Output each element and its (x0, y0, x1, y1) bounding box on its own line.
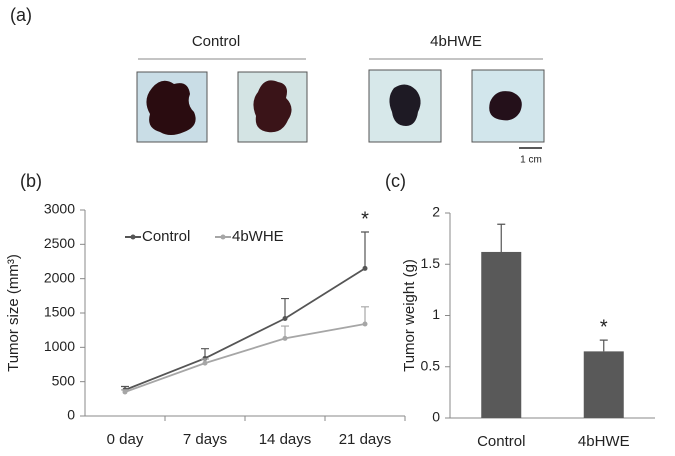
y-axis-label: Tumor size (mm³) (5, 254, 22, 372)
error-bar (201, 358, 209, 364)
legend-marker (130, 234, 136, 240)
x-tick-label: 14 days (259, 431, 312, 448)
line (124, 323, 366, 393)
y-tick-label: 0.5 (421, 357, 441, 373)
y-tick-label: 1.5 (421, 255, 441, 271)
error-bar (121, 389, 129, 392)
error-bar (281, 325, 289, 339)
x-tick-label: 0 day (107, 431, 144, 448)
error-bar (201, 348, 209, 359)
error-bar (281, 297, 289, 319)
x-tick-label: Control (477, 433, 525, 450)
tumor (489, 91, 522, 121)
y-tick-label: 2000 (44, 269, 75, 285)
error-bar (599, 339, 608, 352)
error-bar (361, 306, 369, 324)
y-tick-label: 1500 (44, 304, 75, 320)
y-tick-label: 0 (67, 407, 75, 423)
tumor (389, 84, 421, 126)
legend-marker (220, 234, 226, 240)
group-label: 4bHWE (430, 33, 482, 50)
y-tick-label: 0 (432, 409, 440, 425)
x-tick-label: 21 days (339, 431, 392, 448)
legend-label: 4bWHE (232, 228, 284, 245)
tumor (146, 80, 196, 135)
y-tick-label: 1000 (44, 338, 75, 354)
y-tick-label: 1 (432, 306, 440, 322)
bar (481, 251, 522, 418)
panel-label: (b) (20, 171, 42, 191)
panel-label: (c) (385, 171, 406, 191)
x-tick-label: 4bHWE (578, 433, 630, 450)
annotation: * (361, 208, 369, 230)
y-tick-label: 2 (432, 204, 440, 220)
y-tick-label: 3000 (44, 201, 75, 217)
bar (583, 351, 624, 418)
panel-label: (a) (10, 5, 32, 25)
y-axis-label: Tumor weight (g) (401, 259, 418, 372)
line (124, 267, 366, 391)
x-tick-label: 7 days (183, 431, 227, 448)
error-bar (497, 223, 506, 252)
group-label: Control (192, 33, 240, 50)
photos (136, 69, 545, 143)
tumor (253, 80, 292, 133)
scale-label: 1 cm (520, 155, 542, 166)
error-bar (361, 231, 369, 269)
legend-label: Control (142, 228, 190, 245)
y-tick-label: 2500 (44, 235, 75, 251)
annotation: * (600, 316, 608, 338)
y-tick-label: 500 (52, 372, 76, 388)
